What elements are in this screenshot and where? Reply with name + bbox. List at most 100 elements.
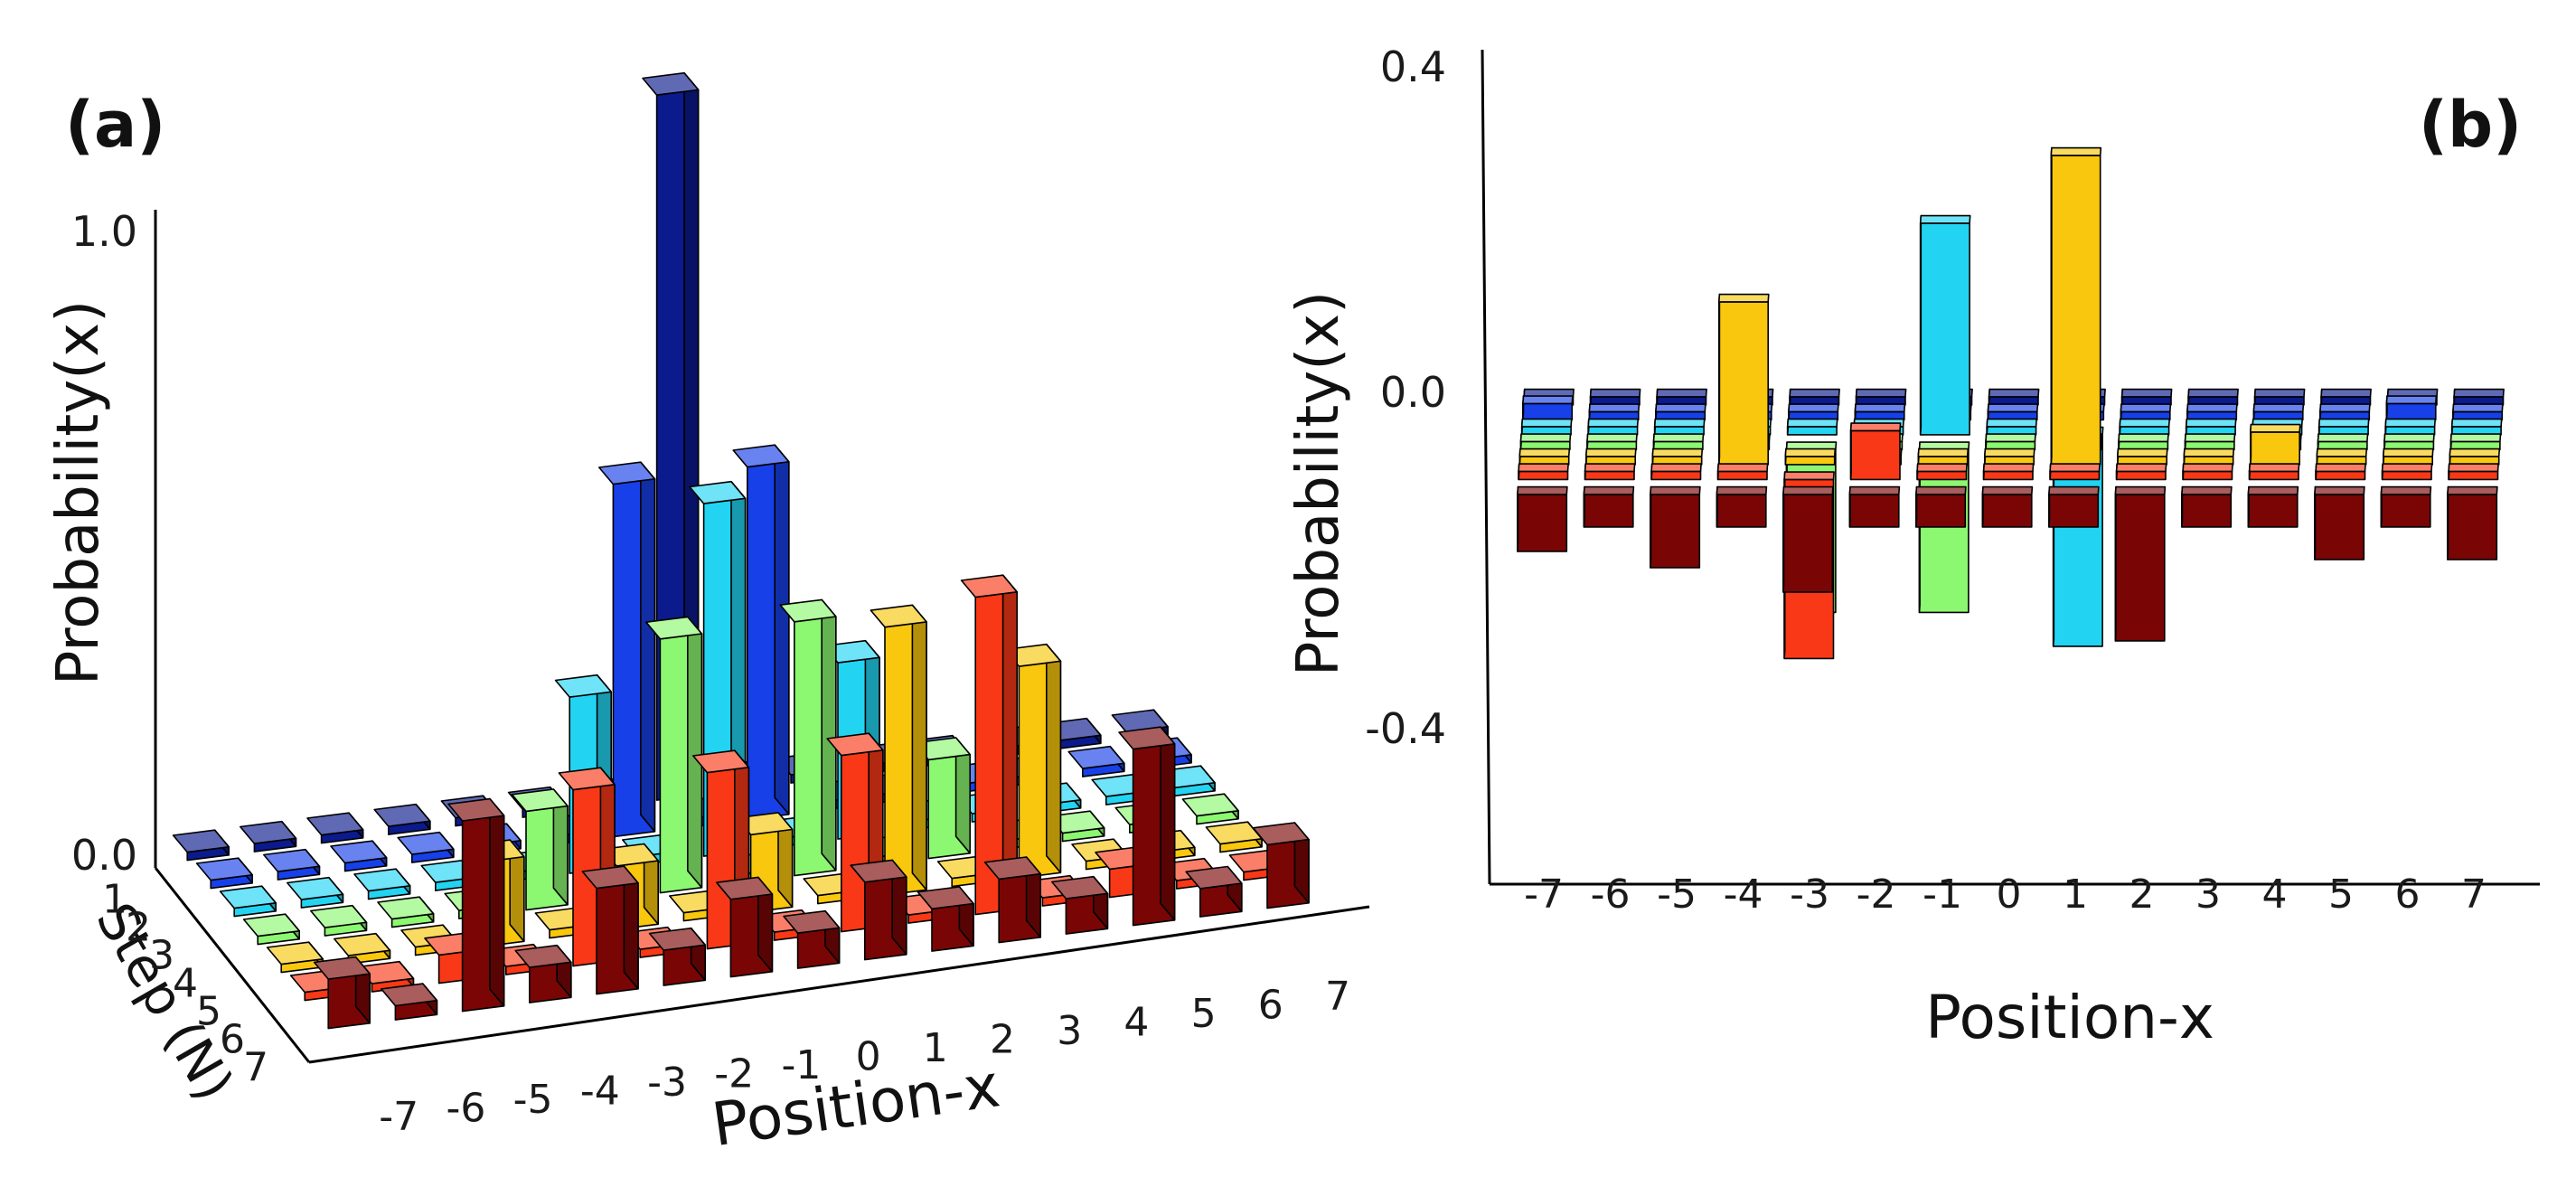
panel-b-x-tick--7: -7 xyxy=(1524,871,1564,918)
panel-a-bar-step3-x-5 xyxy=(353,868,411,900)
panel-b-bar-step2-x-5 xyxy=(1655,403,1706,421)
panel-b-bar-step6-x7 xyxy=(2448,463,2499,481)
panel-a-z-axis-label: Probability(x) xyxy=(45,300,112,685)
panel-a-bar-step5-x2 xyxy=(870,604,927,896)
panel-b-bar-step7-x0 xyxy=(1981,485,2034,528)
panel-b-z-tick-bottom: -0.4 xyxy=(1365,704,1446,753)
panel-a-bar-step2-x-6 xyxy=(262,848,321,881)
panel-b-x-tick-7: 7 xyxy=(2461,871,2487,918)
panel-a-bar-step3-x-7 xyxy=(219,885,277,918)
panel-b-bar-step1-x7 xyxy=(2453,388,2505,406)
panel-b-bar-step5-x2 xyxy=(2117,447,2168,466)
panel-a-x-tick--7: -7 xyxy=(379,1094,418,1140)
panel-b-bar-step7-x-3 xyxy=(1782,485,1834,593)
panel-a-x-tick-6: 6 xyxy=(1258,983,1283,1029)
panel-a-x-tick--4: -4 xyxy=(580,1069,620,1115)
panel-a-bar-step4-x-3 xyxy=(511,788,569,911)
panel-b-bar-step7-x-7 xyxy=(1517,485,1568,552)
panel-a-bar-step7-x1 xyxy=(850,859,907,961)
panel-b-bar-step4-x0 xyxy=(1985,433,2036,451)
panel-b-bar-step3-x-6 xyxy=(1587,418,1639,436)
panel-b-bar-step2-x7 xyxy=(2452,403,2504,421)
panel-b-bar-step7-x5 xyxy=(2314,485,2365,561)
panel-a-x-tick-4: 4 xyxy=(1123,1000,1149,1046)
panel-b-bar-step7-x1 xyxy=(2048,485,2100,528)
panel-b-bar-step1-x3 xyxy=(2187,388,2239,406)
panel-b-bar-step5-x0 xyxy=(1984,447,2035,466)
panel-b-bar-step5-x-3 xyxy=(1784,447,1837,466)
panel-a-step-tick-6: 6 xyxy=(220,1016,245,1062)
panel-b-x-ticks: -7 -6 -5 -4 -3 -2 -1 0 1 2 3 4 5 6 7 xyxy=(1524,871,2487,918)
panel-a-bar-step2-x-4 xyxy=(397,831,455,863)
panel-a-x-tick--2: -2 xyxy=(714,1051,754,1098)
panel-b-bar-step3-x5 xyxy=(2317,418,2370,436)
panel-a-bars xyxy=(172,71,1310,1030)
panel-a-bar-step6-x3 xyxy=(960,574,1018,916)
panel-b-x-tick--6: -6 xyxy=(1591,871,1631,918)
panel-b-bar-step6-x-2 xyxy=(1849,422,1902,481)
panel-b-z-axis-line xyxy=(1481,49,1491,885)
panel-b-bars xyxy=(1517,146,2505,660)
panel-b-bar-step5-x7 xyxy=(2449,447,2501,466)
panel-b-z-tick-top: 0.4 xyxy=(1380,42,1446,91)
panel-a-bar-step2-x-7 xyxy=(195,857,254,890)
panel-a-title: (a) xyxy=(65,88,165,162)
panel-a-step-tick-7: 7 xyxy=(243,1044,268,1090)
panel-a: (a) 1.0 0.0 Probability(x) Step (N) Posi… xyxy=(45,71,1370,1160)
panel-b-bar-step1-x-5 xyxy=(1656,388,1707,406)
panel-a-bar-step7-x-6 xyxy=(380,983,438,1021)
panel-a-bar-step7-x-2 xyxy=(648,927,707,986)
panel-a-bar-step7-x-4 xyxy=(514,944,572,1003)
panel-a-bar-step7-x-5 xyxy=(447,797,505,1013)
panel-b-bar-step4-x6 xyxy=(2383,433,2435,451)
panel-b-bar-step3-x3 xyxy=(2185,418,2237,436)
panel-b-bar-step6-x5 xyxy=(2315,463,2366,481)
panel-a-bar-step4-x3 xyxy=(913,737,971,860)
panel-a-bar-step2-x6 xyxy=(1067,745,1125,777)
panel-b-bar-step7-x4 xyxy=(2247,485,2299,528)
panel-b-bar-step2-x0 xyxy=(1987,403,2039,421)
panel-b: (b) 0.4 0.0 -0.4 Probability(x) Position… xyxy=(1285,42,2540,1052)
panel-b-x-tick--3: -3 xyxy=(1790,871,1829,918)
panel-a-bar-step4-x5 xyxy=(1048,810,1105,843)
panel-b-bar-step5-x-4 xyxy=(1718,293,1770,466)
panel-b-bar-step7-x-1 xyxy=(1915,485,1967,528)
panel-b-bar-step3-x-1 xyxy=(1919,214,1971,436)
panel-b-bar-step3-x-5 xyxy=(1653,418,1706,436)
panel-b-bar-step7-x6 xyxy=(2380,485,2432,528)
panel-a-step-axis-line xyxy=(154,867,311,1063)
panel-a-bar-step1-x-7 xyxy=(172,829,230,862)
panel-b-x-tick-4: 4 xyxy=(2262,871,2288,918)
panel-b-bar-step3-x-7 xyxy=(1520,418,1573,436)
panel-b-x-tick--1: -1 xyxy=(1923,871,1962,918)
panel-a-bar-step7-x5 xyxy=(1118,726,1176,927)
panel-a-bar-step4-x-6 xyxy=(309,904,368,937)
panel-b-bar-step6-x-1 xyxy=(1916,463,1968,481)
panel-a-step-tick-5: 5 xyxy=(196,988,221,1034)
panel-b-bar-step6-x2 xyxy=(2115,463,2167,481)
panel-b-bar-step6-x-5 xyxy=(1650,463,1702,481)
panel-a-bar-step4-x-7 xyxy=(242,913,301,946)
panel-b-bar-step1-x-2 xyxy=(1855,388,1907,406)
panel-b-bar-step7-x2 xyxy=(2114,485,2167,642)
panel-a-z-tick-max: 1.0 xyxy=(71,207,137,256)
panel-b-bar-step1-x-6 xyxy=(1589,388,1641,406)
panel-b-bar-step5-x-6 xyxy=(1585,447,1637,466)
panel-a-bar-step7-x4 xyxy=(1051,875,1109,935)
panel-b-bar-step6-x3 xyxy=(2182,463,2233,481)
panel-a-x-tick-5: 5 xyxy=(1191,991,1217,1037)
panel-b-bar-step5-x-1 xyxy=(1917,447,1970,466)
panel-a-step-tick-3: 3 xyxy=(149,932,174,978)
panel-b-bar-step4-x-6 xyxy=(1586,433,1638,451)
panel-a-x-axis-line xyxy=(308,905,1370,1064)
panel-a-x-tick-3: 3 xyxy=(1057,1008,1082,1054)
panel-b-bar-step6-x4 xyxy=(2248,463,2300,481)
panel-a-bar-step4-x-1 xyxy=(644,616,703,894)
panel-a-z-tick-zero: 0.0 xyxy=(71,831,137,880)
panel-b-bar-step6-x-7 xyxy=(1518,463,1569,481)
panel-b-x-tick-1: 1 xyxy=(2063,871,2088,918)
panel-a-bar-step1-x-4 xyxy=(373,803,431,835)
panel-a-bar-step4-x7 xyxy=(1181,793,1239,825)
